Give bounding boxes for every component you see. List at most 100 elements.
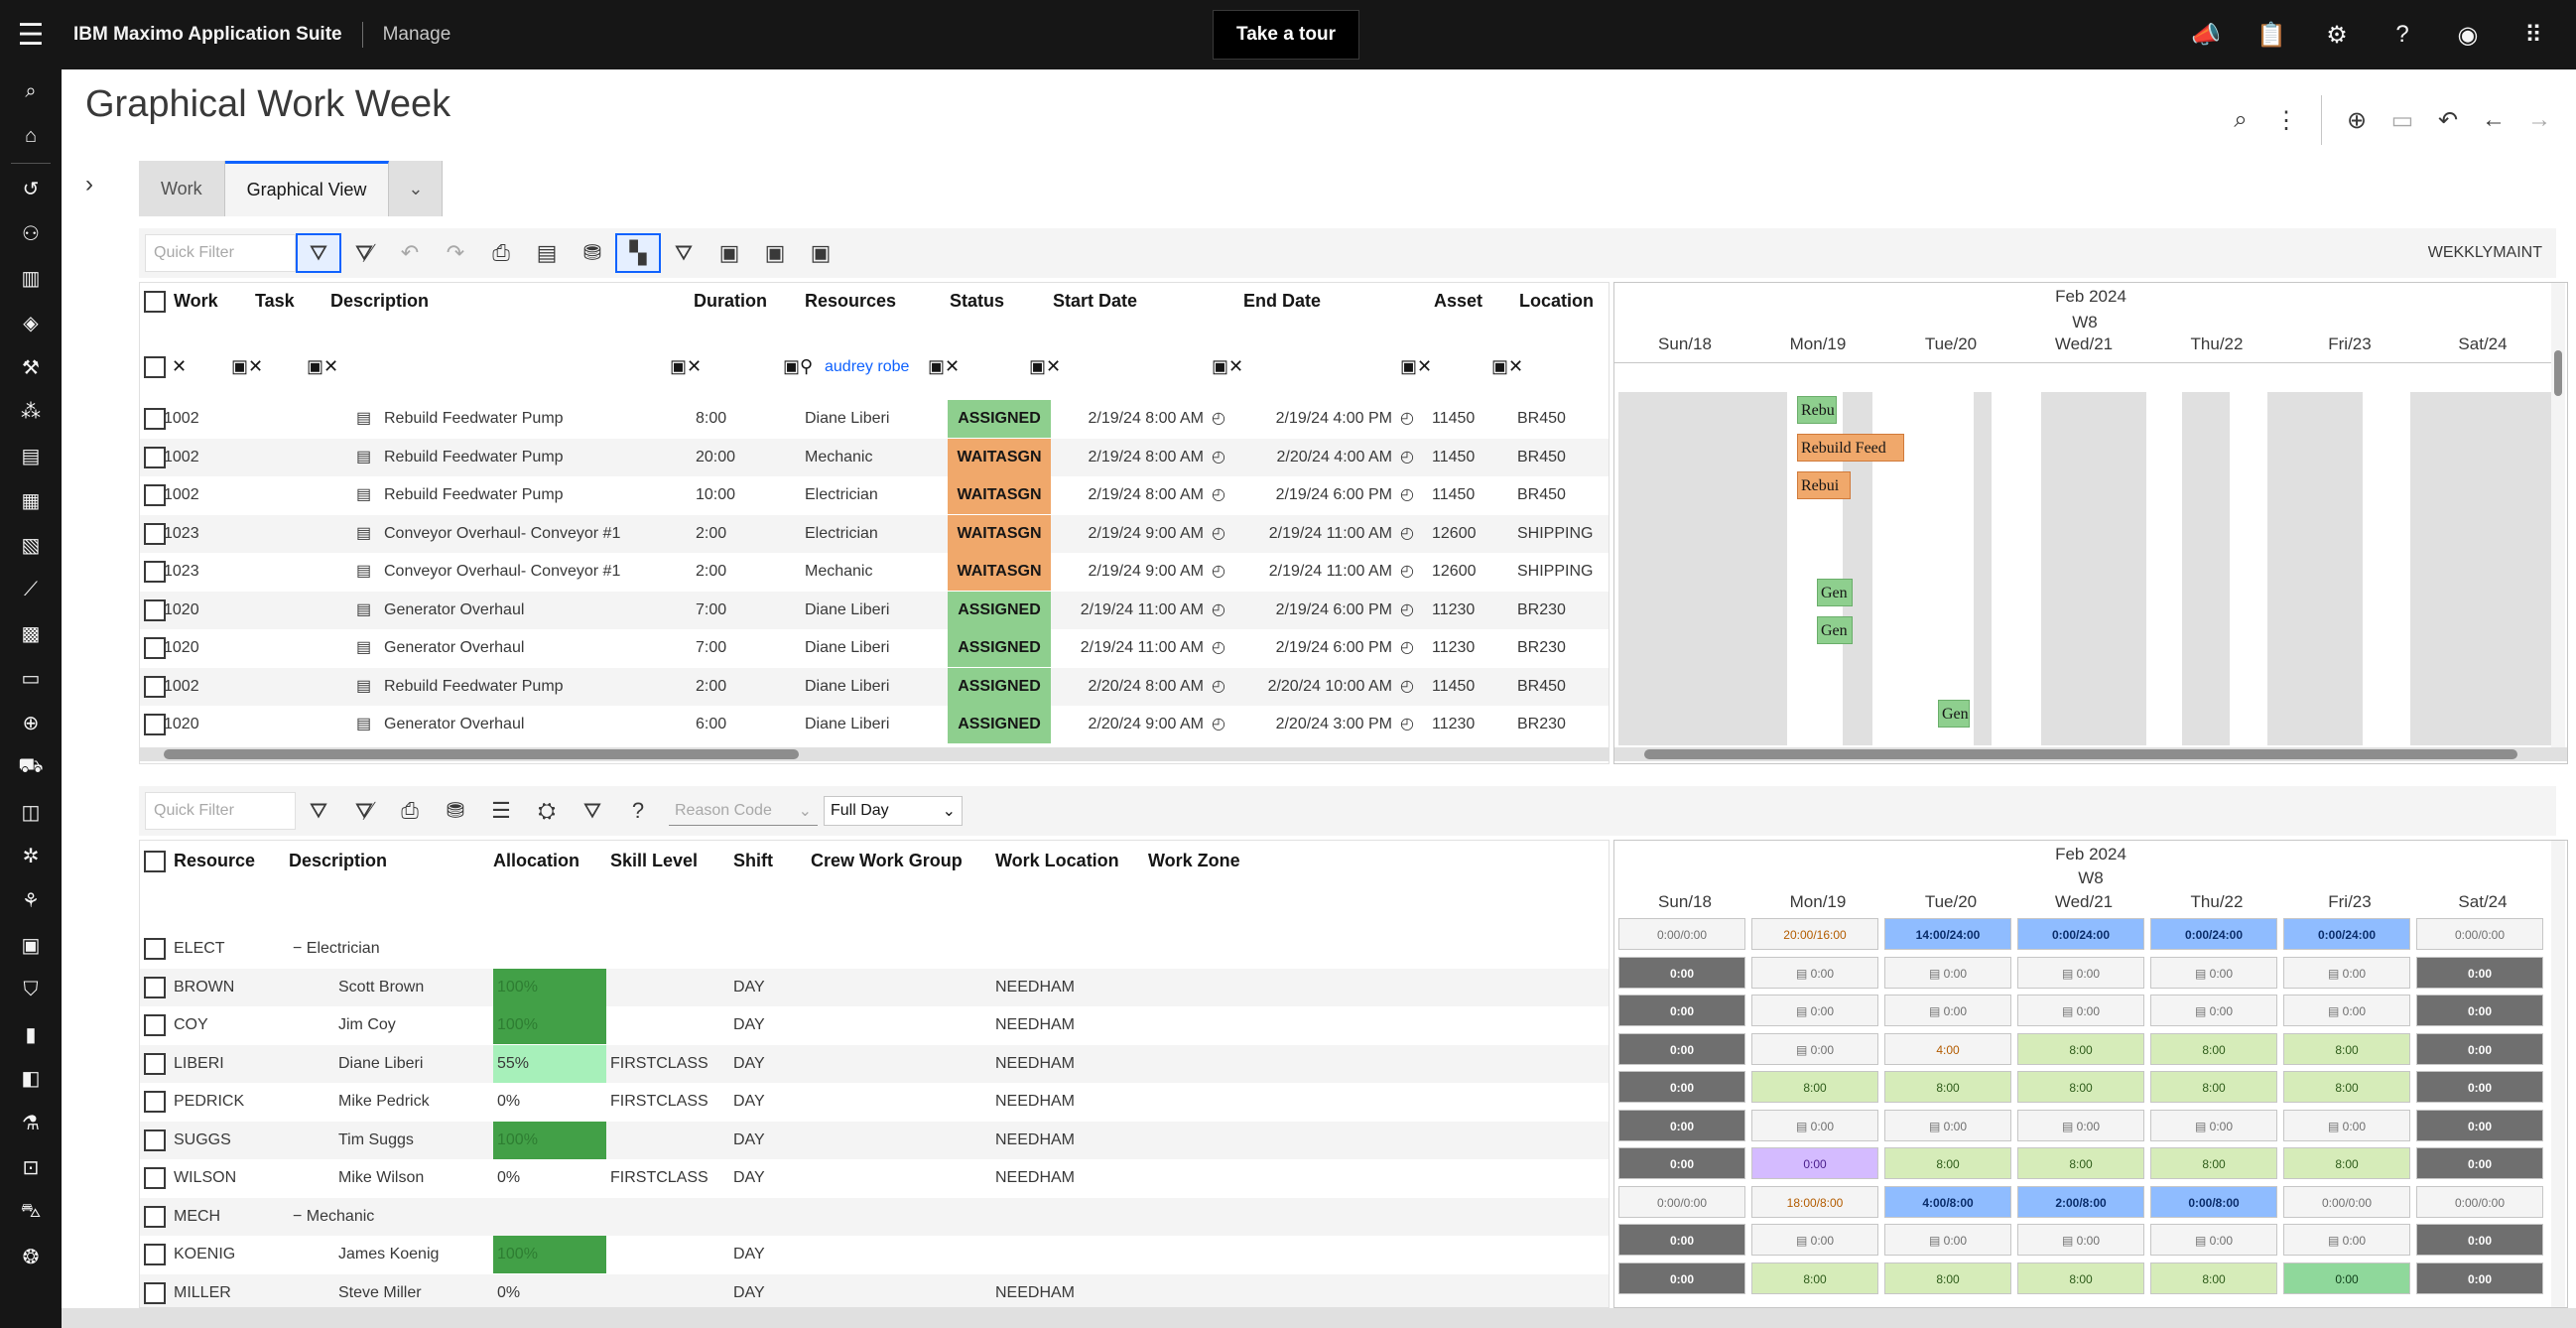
tab-graphical-view[interactable]: Graphical View <box>224 161 390 216</box>
capacity-cell[interactable]: ▤ 0:00 <box>1884 956 2011 989</box>
capacity-cell[interactable]: ▤ 0:00 <box>2150 1224 2277 1256</box>
tool-icon[interactable]: ⚒ <box>22 356 40 379</box>
gantt-task-bar[interactable]: Gen <box>1817 616 1853 644</box>
resource-row[interactable]: SUGGS Tim Suggs 100% DAY NEEDHAM <box>140 1121 1609 1159</box>
capacity-cell[interactable]: ▤ 0:00 <box>1751 1224 1878 1256</box>
capacity-cell[interactable]: 0:00 <box>2416 1147 2543 1179</box>
report-icon[interactable]: ▦ <box>21 490 41 513</box>
capacity-cell[interactable]: 8:00 <box>2283 1032 2410 1065</box>
add-icon[interactable]: ⊕ <box>2346 106 2368 134</box>
list-icon[interactable]: ☰ <box>491 798 511 823</box>
resource-group-row[interactable]: ELECT − Electrician <box>140 930 1609 968</box>
row-checkbox[interactable] <box>144 561 166 583</box>
capacity-cell[interactable]: ▤ 0:00 <box>2150 956 2277 989</box>
help-icon[interactable]: ? <box>2395 21 2409 48</box>
task-details-icon[interactable]: ▤ <box>356 448 372 465</box>
clear-filter-icon[interactable]: ⛛̸ <box>354 240 374 265</box>
gantt-view-icon[interactable]: ▚ <box>615 233 661 273</box>
end-calendar-icon[interactable]: ◴ <box>1400 716 1414 732</box>
row-checkbox[interactable] <box>144 408 166 430</box>
column-header-resource[interactable]: Resource <box>174 851 256 870</box>
column-header-work-location[interactable]: Work Location <box>995 851 1119 870</box>
capacity-cell[interactable]: ▤ 0:00 <box>2283 995 2410 1026</box>
full-day-select[interactable]: Full Day ⌄ <box>824 796 963 826</box>
clear-status-filter-icon[interactable]: ▣✕ <box>928 356 961 376</box>
resource-group-row[interactable]: MECH − Mechanic <box>140 1197 1609 1236</box>
line-chart-icon[interactable]: ⟋ <box>24 578 38 600</box>
row-checkbox[interactable] <box>144 446 166 468</box>
assign-icon[interactable]: ⛃ <box>446 798 465 823</box>
resource-row[interactable]: PEDRICK Mike Pedrick 0% FIRSTCLASS DAY NEEDHA… <box>140 1083 1609 1121</box>
task-details-icon[interactable]: ▤ <box>356 716 372 732</box>
capacity-cell[interactable]: 0:00 <box>2283 1262 2410 1294</box>
gantt-task-bar[interactable]: Rebui <box>1797 471 1851 499</box>
row-checkbox[interactable] <box>144 675 166 698</box>
chevron-down-icon[interactable]: ⌄ <box>389 161 444 216</box>
capacity-cell[interactable]: 0:00 <box>1618 1224 1745 1256</box>
task-details-icon[interactable]: ▤ <box>356 639 372 656</box>
capacity-cell[interactable]: 0:00 <box>2416 1032 2543 1065</box>
select-all-checkbox[interactable] <box>144 851 166 872</box>
book-icon[interactable]: ▮ <box>25 1023 37 1046</box>
chart-icon[interactable]: ▥ <box>21 268 41 291</box>
work-quick-filter-input[interactable]: Quick Filter <box>145 234 296 272</box>
start-calendar-icon[interactable]: ◴ <box>1212 563 1225 580</box>
task-details-icon[interactable]: ▤ <box>356 600 372 618</box>
resource-row[interactable]: KOENIG James Koenig 100% DAY <box>140 1236 1609 1273</box>
work-grid-horizontal-scrollbar[interactable] <box>140 747 1609 761</box>
inbox-icon[interactable]: ▭ <box>21 668 41 691</box>
column-header-start-date[interactable]: Start Date <box>1053 291 1138 311</box>
clear-duration-filter-icon[interactable]: ▣✕ <box>670 356 703 376</box>
capacity-cell[interactable]: 18:00/8:00 <box>1751 1185 1878 1218</box>
calendar-icon[interactable]: ▣ <box>21 935 41 958</box>
clear-resources-filter-icon[interactable]: ▣⚲ <box>783 356 814 376</box>
undo-icon[interactable]: ↶ <box>2437 106 2459 134</box>
capacity-cell[interactable]: ▤ 0:00 <box>2017 956 2144 989</box>
gantt-task-bar[interactable]: Gen <box>1938 700 1970 728</box>
history-icon[interactable]: ↺ <box>22 179 40 201</box>
clear-description-filter-icon[interactable]: ▣✕ <box>307 356 339 376</box>
task-details-icon[interactable]: ▤ <box>356 410 372 427</box>
capacity-cell[interactable]: 20:00/16:00 <box>1751 918 1878 950</box>
gantt-vertical-scrollbar[interactable] <box>2551 283 2565 747</box>
tab-work[interactable]: Work <box>139 161 225 216</box>
column-header-work-zone[interactable]: Work Zone <box>1148 851 1240 870</box>
capacity-cell[interactable]: 8:00 <box>2150 1147 2277 1179</box>
capacity-cell[interactable]: 8:00 <box>1884 1147 2011 1179</box>
row-checkbox[interactable] <box>144 637 166 659</box>
menu-icon[interactable]: ☰ <box>17 18 45 52</box>
end-calendar-icon[interactable]: ◴ <box>1400 486 1414 503</box>
capacity-cell[interactable]: 0:00/24:00 <box>2017 918 2144 950</box>
start-calendar-icon[interactable]: ◴ <box>1212 486 1225 503</box>
capacity-cell[interactable]: 8:00 <box>2017 1071 2144 1103</box>
export-icon[interactable]: ▤ <box>536 240 558 265</box>
row-checkbox[interactable] <box>144 938 166 960</box>
shield-icon[interactable]: ⛉ <box>23 978 39 1000</box>
capacity-cell[interactable]: 0:00 <box>2416 1262 2543 1294</box>
redo-icon[interactable]: ↷ <box>446 240 465 265</box>
start-calendar-icon[interactable]: ◴ <box>1212 639 1225 656</box>
clear-task-filter-icon[interactable]: ▣✕ <box>231 356 264 376</box>
work-grid-scroll-thumb[interactable] <box>164 749 799 759</box>
capacity-cell[interactable]: 8:00 <box>1884 1262 2011 1294</box>
edit-document-icon[interactable]: ▧ <box>21 534 41 557</box>
column-header-asset[interactable]: Asset <box>1434 291 1483 311</box>
capacity-cell[interactable]: 0:00/0:00 <box>2283 1185 2410 1218</box>
capacity-cell[interactable]: 0:00 <box>1618 1032 1745 1065</box>
capacity-cell[interactable]: 8:00 <box>2150 1262 2277 1294</box>
column-header-end-date[interactable]: End Date <box>1243 291 1322 311</box>
work-row[interactable]: 1023 ▤ Conveyor Overhaul- Conveyor #1 2:00 E… <box>140 514 1609 553</box>
row-checkbox[interactable] <box>144 484 166 506</box>
capacity-cell[interactable]: 8:00 <box>2283 1071 2410 1103</box>
capacity-cell[interactable]: ▤ 0:00 <box>1751 956 1878 989</box>
forward-arrow-icon[interactable]: → <box>2527 106 2551 133</box>
support-icon[interactable]: ❂ <box>22 1246 40 1268</box>
gantt-horizontal-scrollbar[interactable] <box>1614 747 2567 761</box>
truck-icon[interactable]: ⛟ <box>18 754 44 777</box>
cart-icon[interactable]: ⛍ <box>20 1199 42 1222</box>
capacity-cell[interactable]: 0:00/0:00 <box>2416 1185 2543 1218</box>
undo-icon[interactable]: ↶ <box>400 240 420 265</box>
row-checkbox[interactable] <box>144 1014 166 1036</box>
end-calendar-icon[interactable]: ◴ <box>1400 563 1414 580</box>
help-icon[interactable]: ? <box>631 798 645 823</box>
